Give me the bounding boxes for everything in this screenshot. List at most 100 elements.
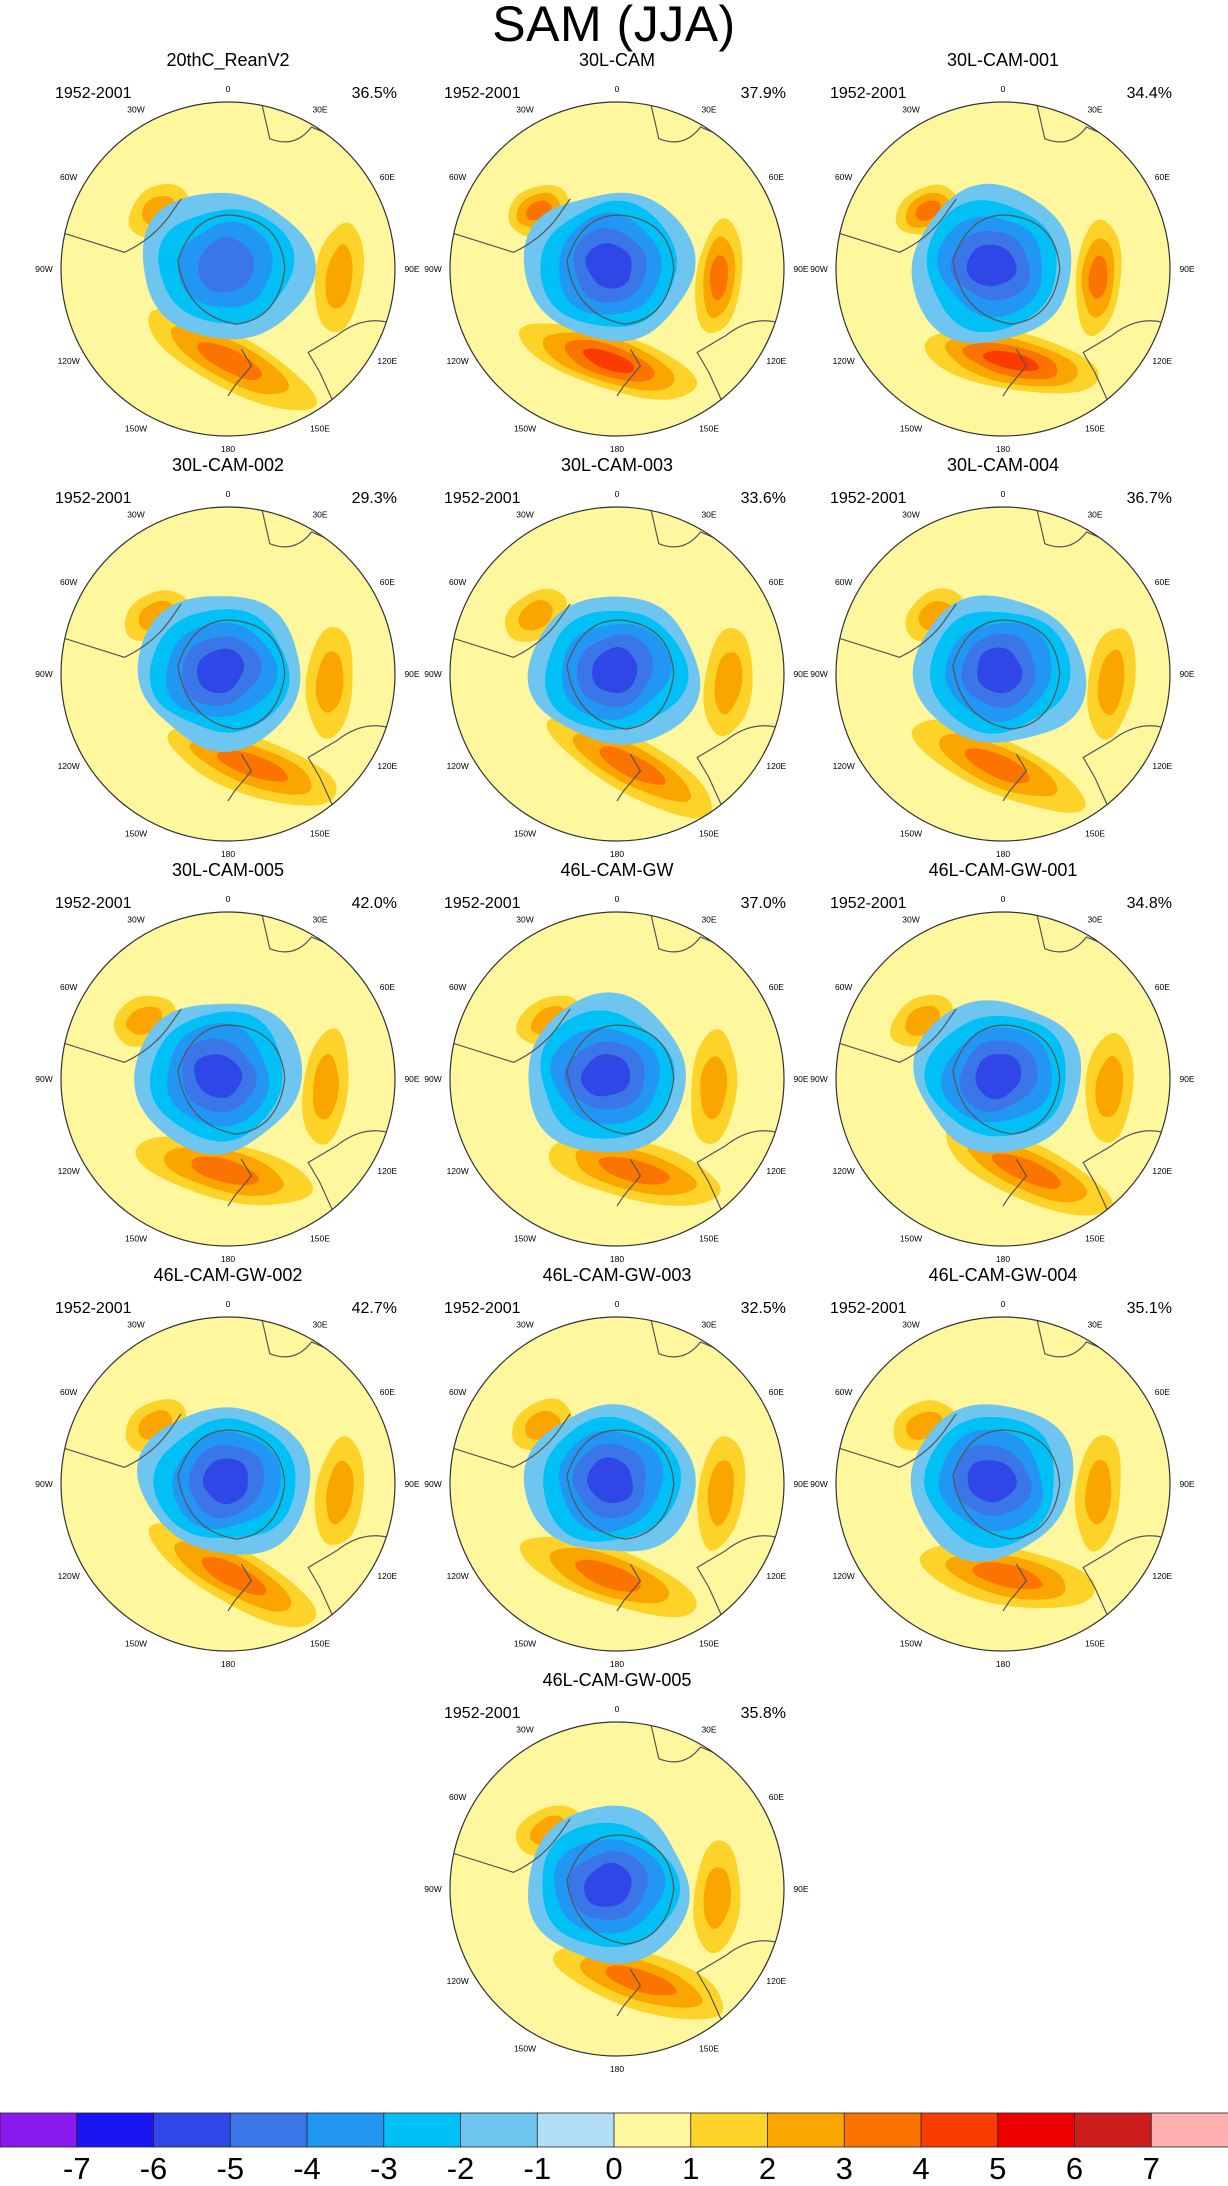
contour-field bbox=[450, 912, 784, 1246]
longitude-label: 0 bbox=[226, 489, 231, 499]
colorbar-swatch bbox=[76, 2112, 155, 2148]
colorbar-tick-label: -3 bbox=[370, 2151, 398, 2186]
panel-variance: 33.6% bbox=[741, 490, 786, 507]
longitude-label: 90E bbox=[404, 1479, 419, 1489]
colorbar-swatch bbox=[690, 2112, 769, 2148]
map-border bbox=[835, 911, 1171, 1247]
panel-period: 1952-2001 bbox=[830, 85, 907, 102]
panel-title: 30L-CAM-005 bbox=[172, 860, 284, 880]
longitude-label: 150E bbox=[1085, 1233, 1105, 1243]
longitude-label: 0 bbox=[615, 489, 620, 499]
south-america-coastline bbox=[450, 198, 571, 253]
longitude-label: 90E bbox=[793, 669, 808, 679]
south-america-coastline bbox=[836, 198, 957, 253]
colorbar-tick-label: 2 bbox=[759, 2151, 776, 2186]
longitude-label: 30E bbox=[312, 105, 327, 115]
positive-contour bbox=[703, 1867, 731, 1929]
negative-contour bbox=[202, 1458, 248, 1505]
longitude-label: 90W bbox=[424, 1479, 441, 1489]
new-zealand-coastline bbox=[1002, 1563, 1028, 1612]
new-zealand-coastline bbox=[1002, 753, 1028, 802]
longitude-label: 30E bbox=[701, 915, 716, 925]
colorbar-tick-label: 3 bbox=[836, 2151, 853, 2186]
longitude-label: 90E bbox=[404, 669, 419, 679]
map-border bbox=[60, 911, 396, 1247]
contour-field bbox=[61, 1317, 395, 1651]
longitude-label: 0 bbox=[226, 894, 231, 904]
longitude-label: 30E bbox=[1087, 105, 1102, 115]
map-border bbox=[449, 101, 785, 437]
positive-contour bbox=[1097, 649, 1125, 716]
panel-period: 1952-2001 bbox=[55, 895, 132, 912]
panel-variance: 35.1% bbox=[1127, 1300, 1172, 1317]
australia-coastline bbox=[1082, 1130, 1164, 1238]
longitude-label: 90W bbox=[35, 669, 52, 679]
australia-coastline bbox=[696, 1535, 778, 1643]
panel-title: 46L-CAM-GW-001 bbox=[929, 860, 1078, 880]
longitude-label: 180 bbox=[221, 1254, 235, 1264]
longitude-label: 180 bbox=[610, 1659, 624, 1669]
longitude-label: 30W bbox=[902, 915, 919, 925]
australia-coastline bbox=[1082, 320, 1164, 428]
negative-contour bbox=[580, 1054, 631, 1097]
positive-contour bbox=[326, 1460, 354, 1525]
longitude-label: 180 bbox=[996, 849, 1010, 859]
colorbar-swatch bbox=[536, 2112, 615, 2148]
longitude-label: 90W bbox=[35, 1479, 52, 1489]
map-border bbox=[60, 101, 396, 437]
positive-contour bbox=[982, 350, 1039, 372]
longitude-label: 120W bbox=[447, 1571, 469, 1581]
longitude-label: 0 bbox=[1001, 489, 1006, 499]
negative-contour bbox=[966, 244, 1017, 287]
longitude-label: 0 bbox=[615, 894, 620, 904]
map-border bbox=[835, 506, 1171, 842]
longitude-label: 150E bbox=[310, 1638, 330, 1648]
panel-variance: 34.4% bbox=[1127, 85, 1172, 102]
longitude-label: 150W bbox=[514, 423, 536, 433]
longitude-label: 150E bbox=[1085, 423, 1105, 433]
africa-coastline bbox=[649, 912, 721, 953]
colorbar-swatch bbox=[229, 2112, 308, 2148]
panel-period: 1952-2001 bbox=[444, 1705, 521, 1722]
longitude-label: 90E bbox=[1179, 1479, 1194, 1489]
australia-coastline bbox=[307, 1535, 389, 1643]
map-panel: 0 30E 60E 90E 120E 150E 180 150W 120W 90W 60W 30W 30… bbox=[424, 455, 809, 859]
negative-contour bbox=[967, 1460, 1017, 1503]
south-america-coastline bbox=[61, 603, 182, 658]
longitude-label: 30E bbox=[701, 1320, 716, 1330]
map-border bbox=[449, 911, 785, 1247]
antarctica-coastline bbox=[566, 1429, 675, 1540]
longitude-label: 150W bbox=[514, 828, 536, 838]
panel-title: 30L-CAM-004 bbox=[947, 455, 1059, 475]
longitude-label: 120E bbox=[1152, 1166, 1172, 1176]
map-border bbox=[60, 1316, 396, 1652]
south-america-coastline bbox=[61, 198, 182, 253]
panel-period: 1952-2001 bbox=[830, 1300, 907, 1317]
longitude-label: 150E bbox=[699, 828, 719, 838]
longitude-label: 90W bbox=[424, 1884, 441, 1894]
longitude-label: 180 bbox=[610, 2064, 624, 2074]
longitude-label: 120W bbox=[58, 356, 80, 366]
map-border bbox=[449, 506, 785, 842]
longitude-label: 60W bbox=[835, 1387, 852, 1397]
map-border bbox=[835, 101, 1171, 437]
longitude-label: 120W bbox=[447, 356, 469, 366]
panel-title: 46L-CAM-GW-005 bbox=[543, 1670, 692, 1690]
africa-coastline bbox=[260, 1317, 332, 1358]
longitude-label: 120E bbox=[766, 761, 786, 771]
longitude-label: 30W bbox=[127, 510, 144, 520]
longitude-label: 60E bbox=[1155, 577, 1170, 587]
africa-coastline bbox=[649, 507, 721, 548]
colorbar-swatch bbox=[1150, 2112, 1228, 2148]
panel-variance: 37.9% bbox=[741, 85, 786, 102]
colorbar-tick-label: 7 bbox=[1143, 2151, 1160, 2186]
longitude-label: 90E bbox=[1179, 264, 1194, 274]
positive-contour bbox=[709, 255, 728, 301]
longitude-label: 150W bbox=[900, 1233, 922, 1243]
colorbar-swatch bbox=[767, 2112, 846, 2148]
map-panel: 0 30E 60E 90E 120E 150E 180 150W 120W 90W 60W 30W 46… bbox=[810, 1265, 1195, 1669]
longitude-label: 90W bbox=[35, 1074, 52, 1084]
positive-contour bbox=[714, 652, 743, 715]
new-zealand-coastline bbox=[227, 348, 253, 397]
